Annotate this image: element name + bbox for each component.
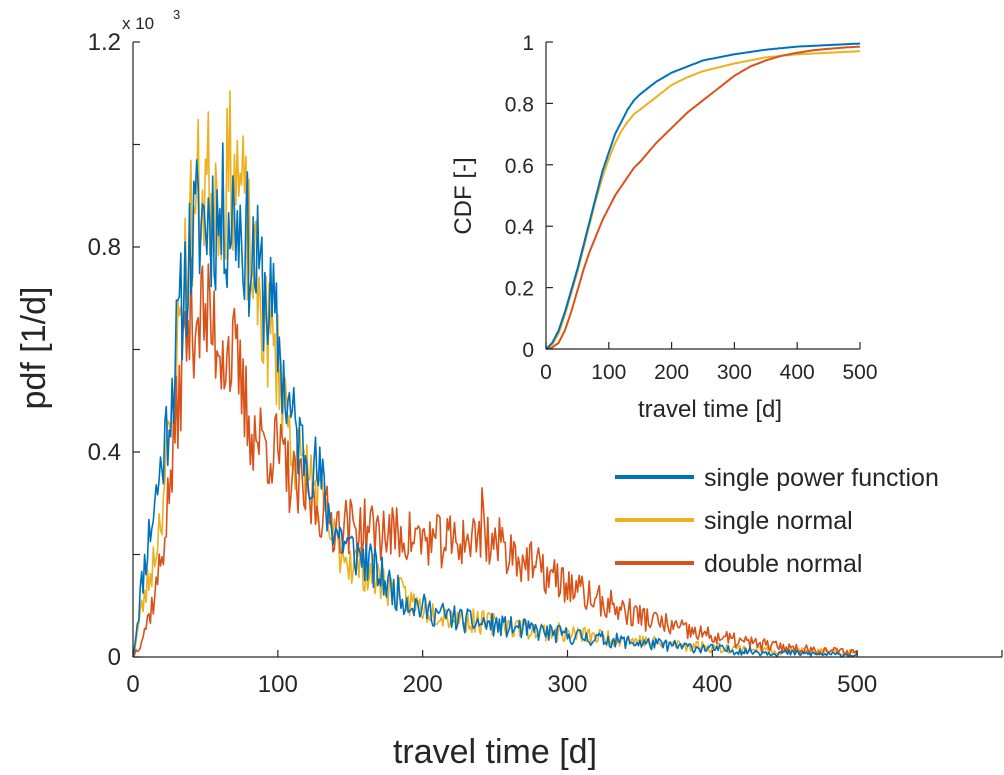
inset-y-tick-label: 0.6 xyxy=(505,155,534,178)
legend: single power function single normal doub… xyxy=(608,456,1000,584)
inset-y-tick-label: 0.8 xyxy=(505,93,534,116)
main-x-tick-label: 200 xyxy=(403,671,443,698)
inset-x-tick-label: 0 xyxy=(540,361,552,384)
main-series-single-power-function xyxy=(132,142,858,658)
main-y-axis-label: pdf [1/d] xyxy=(15,287,53,410)
inset-series-double-normal xyxy=(545,45,861,350)
main-x-tick-label: 500 xyxy=(837,671,877,698)
main-y-exponent-power: 3 xyxy=(173,7,180,22)
main-y-tick-label: 0.8 xyxy=(88,234,121,261)
inset-background xyxy=(546,42,860,349)
inset-y-tick-label: 0 xyxy=(522,339,534,362)
main-y-tick-label: 0 xyxy=(108,644,121,671)
legend-label-single-power-function: single power function xyxy=(704,464,939,492)
inset-x-tick-label: 200 xyxy=(654,361,689,384)
inset-series-single-normal xyxy=(545,50,861,350)
inset-plot: 0 100 200 300 400 500 0 0.2 0.4 0.6 0.8 1 travel ti… xyxy=(450,32,878,423)
inset-y-tick-label: 0.2 xyxy=(505,278,534,301)
inset-series-single-power-function xyxy=(545,42,861,350)
inset-x-axis-label: travel time [d] xyxy=(638,396,782,423)
legend-label-single-normal: single normal xyxy=(704,507,853,535)
main-series-double-normal xyxy=(132,256,858,658)
main-y-exponent-label: x 10 xyxy=(122,14,154,33)
main-y-tick-label: 1.2 xyxy=(88,29,121,56)
main-x-tick-label: 100 xyxy=(258,671,298,698)
inset-x-tick-label: 100 xyxy=(591,361,626,384)
main-series-lines xyxy=(132,90,858,658)
legend-label-double-normal: double normal xyxy=(704,550,862,578)
main-x-tick-label: 300 xyxy=(547,671,587,698)
inset-x-tick-label: 500 xyxy=(842,361,877,384)
main-x-tick-label: 400 xyxy=(692,671,732,698)
inset-y-axis-label: CDF [-] xyxy=(450,157,477,234)
main-x-tick-label: 0 xyxy=(126,671,139,698)
inset-tick-labels: 0 100 200 300 400 500 0 0.2 0.4 0.6 0.8 1 xyxy=(505,32,878,384)
inset-x-tick-label: 300 xyxy=(717,361,752,384)
main-y-tick-label: 0.4 xyxy=(88,439,121,466)
inset-y-tick-label: 0.4 xyxy=(505,216,535,239)
inset-axes xyxy=(545,41,861,350)
inset-x-tick-label: 400 xyxy=(780,361,815,384)
main-axes xyxy=(132,41,1003,658)
main-x-axis-label: travel time [d] xyxy=(393,733,597,771)
inset-series-lines xyxy=(545,42,861,350)
inset-y-tick-label: 1 xyxy=(522,32,534,55)
